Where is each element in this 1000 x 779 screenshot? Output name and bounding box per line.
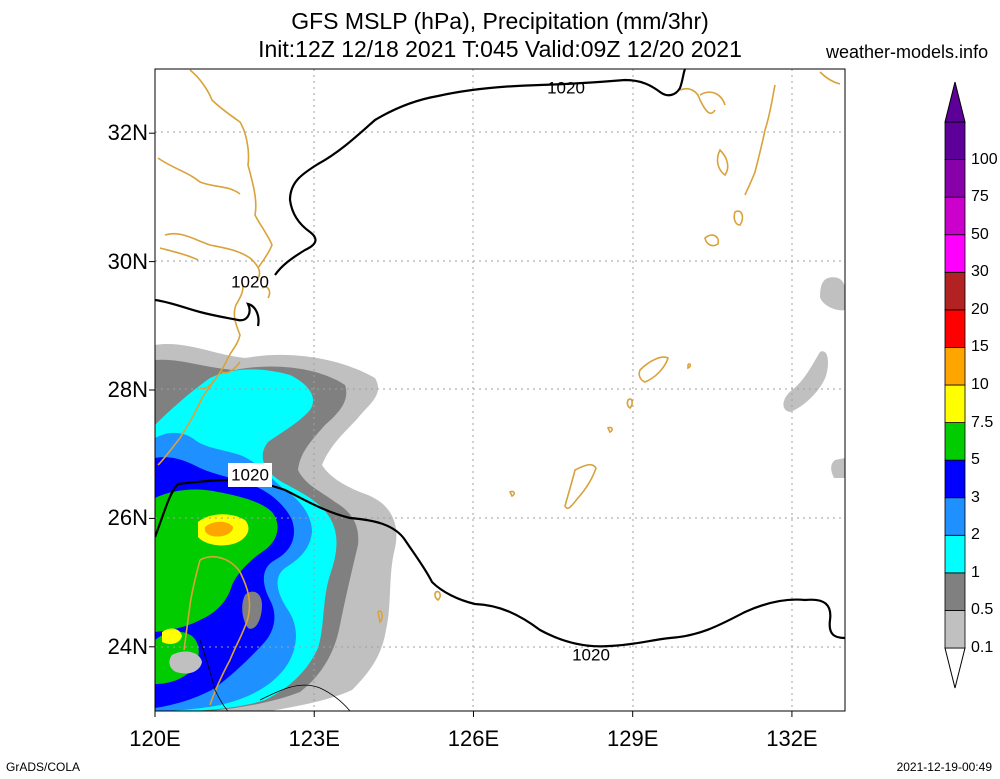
colorbar-level-label: 1 [971,563,980,581]
coastlines [157,69,841,706]
colorbar-level-label: 2 [971,526,980,544]
colorbar-max-arrow [944,81,966,123]
colorbar-level-label: 30 [971,263,989,281]
precip-0.1-east2 [783,351,828,412]
lat-tick-label: 32N [107,120,148,146]
lon-tick-label: 126E [447,726,500,751]
precip-7.5-south [162,628,182,644]
colorbar-level-label: 0.1 [971,639,994,656]
colorbar-swatch [944,422,966,461]
colorbar-swatch [944,572,966,611]
colorbar-level-label: 5 [971,451,980,469]
isobar-label-southwest: 1020 [231,465,269,484]
colorbar-level-label: 20 [971,300,989,318]
lon-tick-label: 132E [766,726,818,751]
colorbar-min-arrow [944,647,966,689]
footer-timestamp: 2021-12-19-00:49 [896,760,992,774]
colorbar-swatch [944,121,966,160]
isobar-label-north: 1020 [547,78,585,97]
chart-subtitle: Init:12Z 12/18 2021 T:045 Valid:09Z 12/2… [258,36,742,62]
isobar-1020-north [274,69,687,276]
precip-10-region [204,521,233,537]
colorbar-swatch [944,459,966,499]
lon-tick-label: 120E [129,726,181,751]
isobar-1020-west [155,298,260,327]
chart-title: GFS MSLP (hPa), Precipitation (mm/3hr) [291,8,709,34]
lon-tick-label: 123E [288,726,340,751]
isobar-label-south: 1020 [572,645,610,664]
lat-tick-label: 28N [107,377,148,402]
colorbar-level-label: 75 [971,188,989,206]
colorbar-swatch [944,384,966,423]
lat-tick-label: 26N [107,505,148,531]
colorbar-level-label: 10 [971,376,989,393]
precip-0.1-east [820,277,845,311]
colorbar-swatch [944,196,966,236]
isobar-label-bg [228,463,272,487]
precip-gray-taiwan2 [169,651,202,674]
footer-credit: GrADS/COLA [6,760,81,774]
lon-tick-label: 129E [606,726,659,751]
axis-ticks [149,132,793,717]
colorbar-swatch [944,534,966,574]
colorbar-swatch [944,610,966,649]
watermark: weather-models.info [826,42,989,62]
colorbar-level-label: 3 [971,488,980,506]
colorbar-swatch [944,497,966,536]
colorbar-level-label: 7.5 [971,413,994,431]
colorbar-swatch [944,159,966,198]
colorbar-level-label: 50 [971,225,989,243]
country-borders [199,639,351,711]
lat-tick-label: 30N [107,248,148,274]
colorbar-swatch [944,347,966,386]
colorbar-level-label: 100 [971,150,998,168]
colorbar [944,81,966,689]
colorbar-level-label: 15 [971,338,989,356]
lat-tick-label: 24N [107,633,148,659]
precipitation-layer [155,277,845,711]
colorbar-swatch [944,309,966,348]
colorbar-swatch [944,234,966,273]
colorbar-swatch [944,271,966,311]
precip-0.1-east3 [831,458,845,478]
isobar-label-west: 1020 [231,272,269,291]
colorbar-level-label: 0.5 [971,601,994,619]
